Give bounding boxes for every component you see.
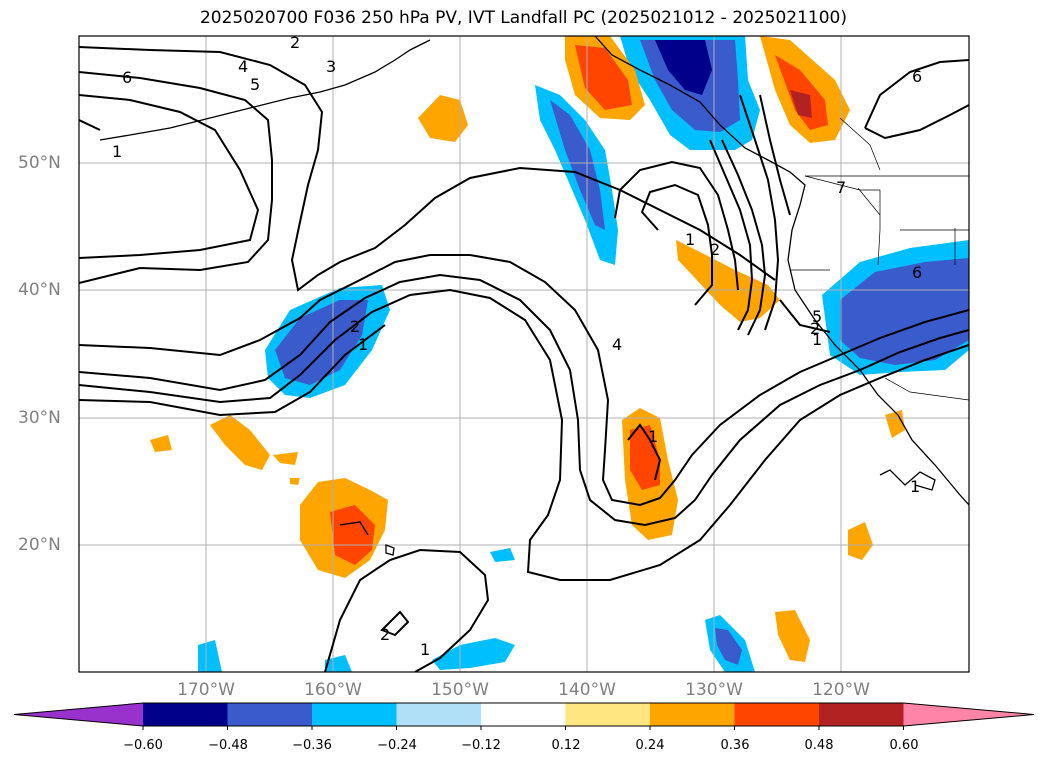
pc-negative-region — [198, 640, 222, 672]
colorbar-tick-label: −0.60 — [123, 738, 163, 753]
contour-label: 5 — [812, 307, 822, 326]
colorbar-bin — [143, 703, 228, 726]
contour-label: 1 — [685, 230, 695, 249]
contour-label: 3 — [326, 57, 336, 76]
colorbar-bin — [227, 703, 313, 726]
pc-positive-region — [790, 90, 812, 118]
lat-label: 40°N — [18, 280, 61, 300]
map-background — [79, 36, 969, 672]
contour-label: 7 — [836, 178, 846, 197]
lat-label: 20°N — [18, 535, 61, 555]
pc-negative-region — [325, 655, 352, 672]
lon-label: 140°W — [558, 680, 616, 700]
map-frame — [78, 35, 970, 673]
pc-negative-region — [715, 628, 742, 665]
colorbar-extend-high — [903, 703, 1034, 726]
colorbar-bin — [481, 703, 566, 726]
pc-positive-region — [575, 45, 632, 110]
lat-label: 50°N — [18, 153, 61, 173]
pc-positive-region — [848, 522, 873, 560]
contour-label: 1 — [420, 640, 430, 659]
pc-positive-region — [290, 478, 300, 485]
pc-positive-region — [418, 95, 468, 142]
colorbar-bin — [650, 703, 735, 726]
pc-positive-region — [676, 240, 780, 322]
contour-label: 1 — [910, 477, 920, 496]
lon-label: 150°W — [431, 680, 489, 700]
contour-label: 6 — [912, 67, 922, 86]
colorbar-tick-label: −0.24 — [377, 738, 417, 753]
contour-label: 5 — [250, 75, 260, 94]
contour-label: 6 — [122, 68, 132, 87]
colorbar-tick-label: 0.12 — [551, 738, 581, 753]
colorbar-bin — [396, 703, 482, 726]
contour-label: 2 — [350, 317, 360, 336]
colorbar — [13, 702, 1035, 730]
colorbar-tick-label: 0.36 — [720, 738, 750, 753]
map-title: 2025020700 F036 250 hPa PV, IVT Landfall… — [199, 8, 847, 28]
pc-positive-region — [273, 452, 298, 465]
colorbar-bin — [819, 703, 904, 726]
contour-label: 4 — [612, 335, 622, 354]
contour-label: 2 — [810, 319, 820, 338]
shading-layer — [150, 36, 969, 672]
colorbar-bin — [312, 703, 397, 726]
colorbar-tick-label: −0.12 — [461, 738, 501, 753]
pv-contours — [79, 46, 969, 672]
coastlines — [99, 36, 969, 556]
pc-negative-region — [550, 100, 605, 230]
contour-label: 2 — [710, 240, 720, 259]
pc-positive-region — [210, 415, 270, 470]
pc-negative-region — [432, 638, 515, 670]
pc-negative-region — [490, 548, 515, 562]
contour-label: 6 — [912, 263, 922, 282]
colorbar-extend-low — [14, 703, 143, 726]
contour-label: 1 — [358, 335, 368, 354]
contour-label: 1 — [648, 427, 658, 446]
contour-label: 1 — [812, 330, 822, 349]
colorbar-tick-label: −0.48 — [208, 738, 248, 753]
colorbar-tick-label: 0.48 — [804, 738, 834, 753]
colorbar-bin — [734, 703, 820, 726]
lon-label: 160°W — [304, 680, 362, 700]
boundaries — [790, 117, 969, 401]
colorbar-tick-label: −0.36 — [292, 738, 332, 753]
pc-positive-region — [885, 410, 905, 438]
colorbar-tick-label: 0.24 — [635, 738, 665, 753]
gridlines — [79, 36, 969, 672]
contour-labels: 2 3 4 5 6 1 1 2 7 6 2 1 4 1 2 5 1 2 1 6 … — [112, 33, 922, 659]
pc-positive-region — [775, 55, 828, 130]
lon-label: 120°W — [812, 680, 870, 700]
contour-label: 4 — [238, 57, 248, 76]
pc-positive-region — [630, 425, 660, 490]
lat-label: 30°N — [18, 408, 61, 428]
contour-label: 2 — [290, 33, 300, 52]
colorbar-bin — [565, 703, 651, 726]
pc-positive-region — [150, 435, 172, 452]
lon-label: 170°W — [177, 680, 235, 700]
contour-label: 1 — [112, 142, 122, 161]
lon-label: 130°W — [685, 680, 743, 700]
pc-positive-region — [330, 505, 375, 565]
pc-negative-region — [275, 300, 368, 385]
pc-positive-region — [775, 610, 810, 662]
contour-label: 2 — [380, 625, 390, 644]
colorbar-tick-label: 0.60 — [889, 738, 919, 753]
pc-negative-region — [655, 40, 712, 95]
